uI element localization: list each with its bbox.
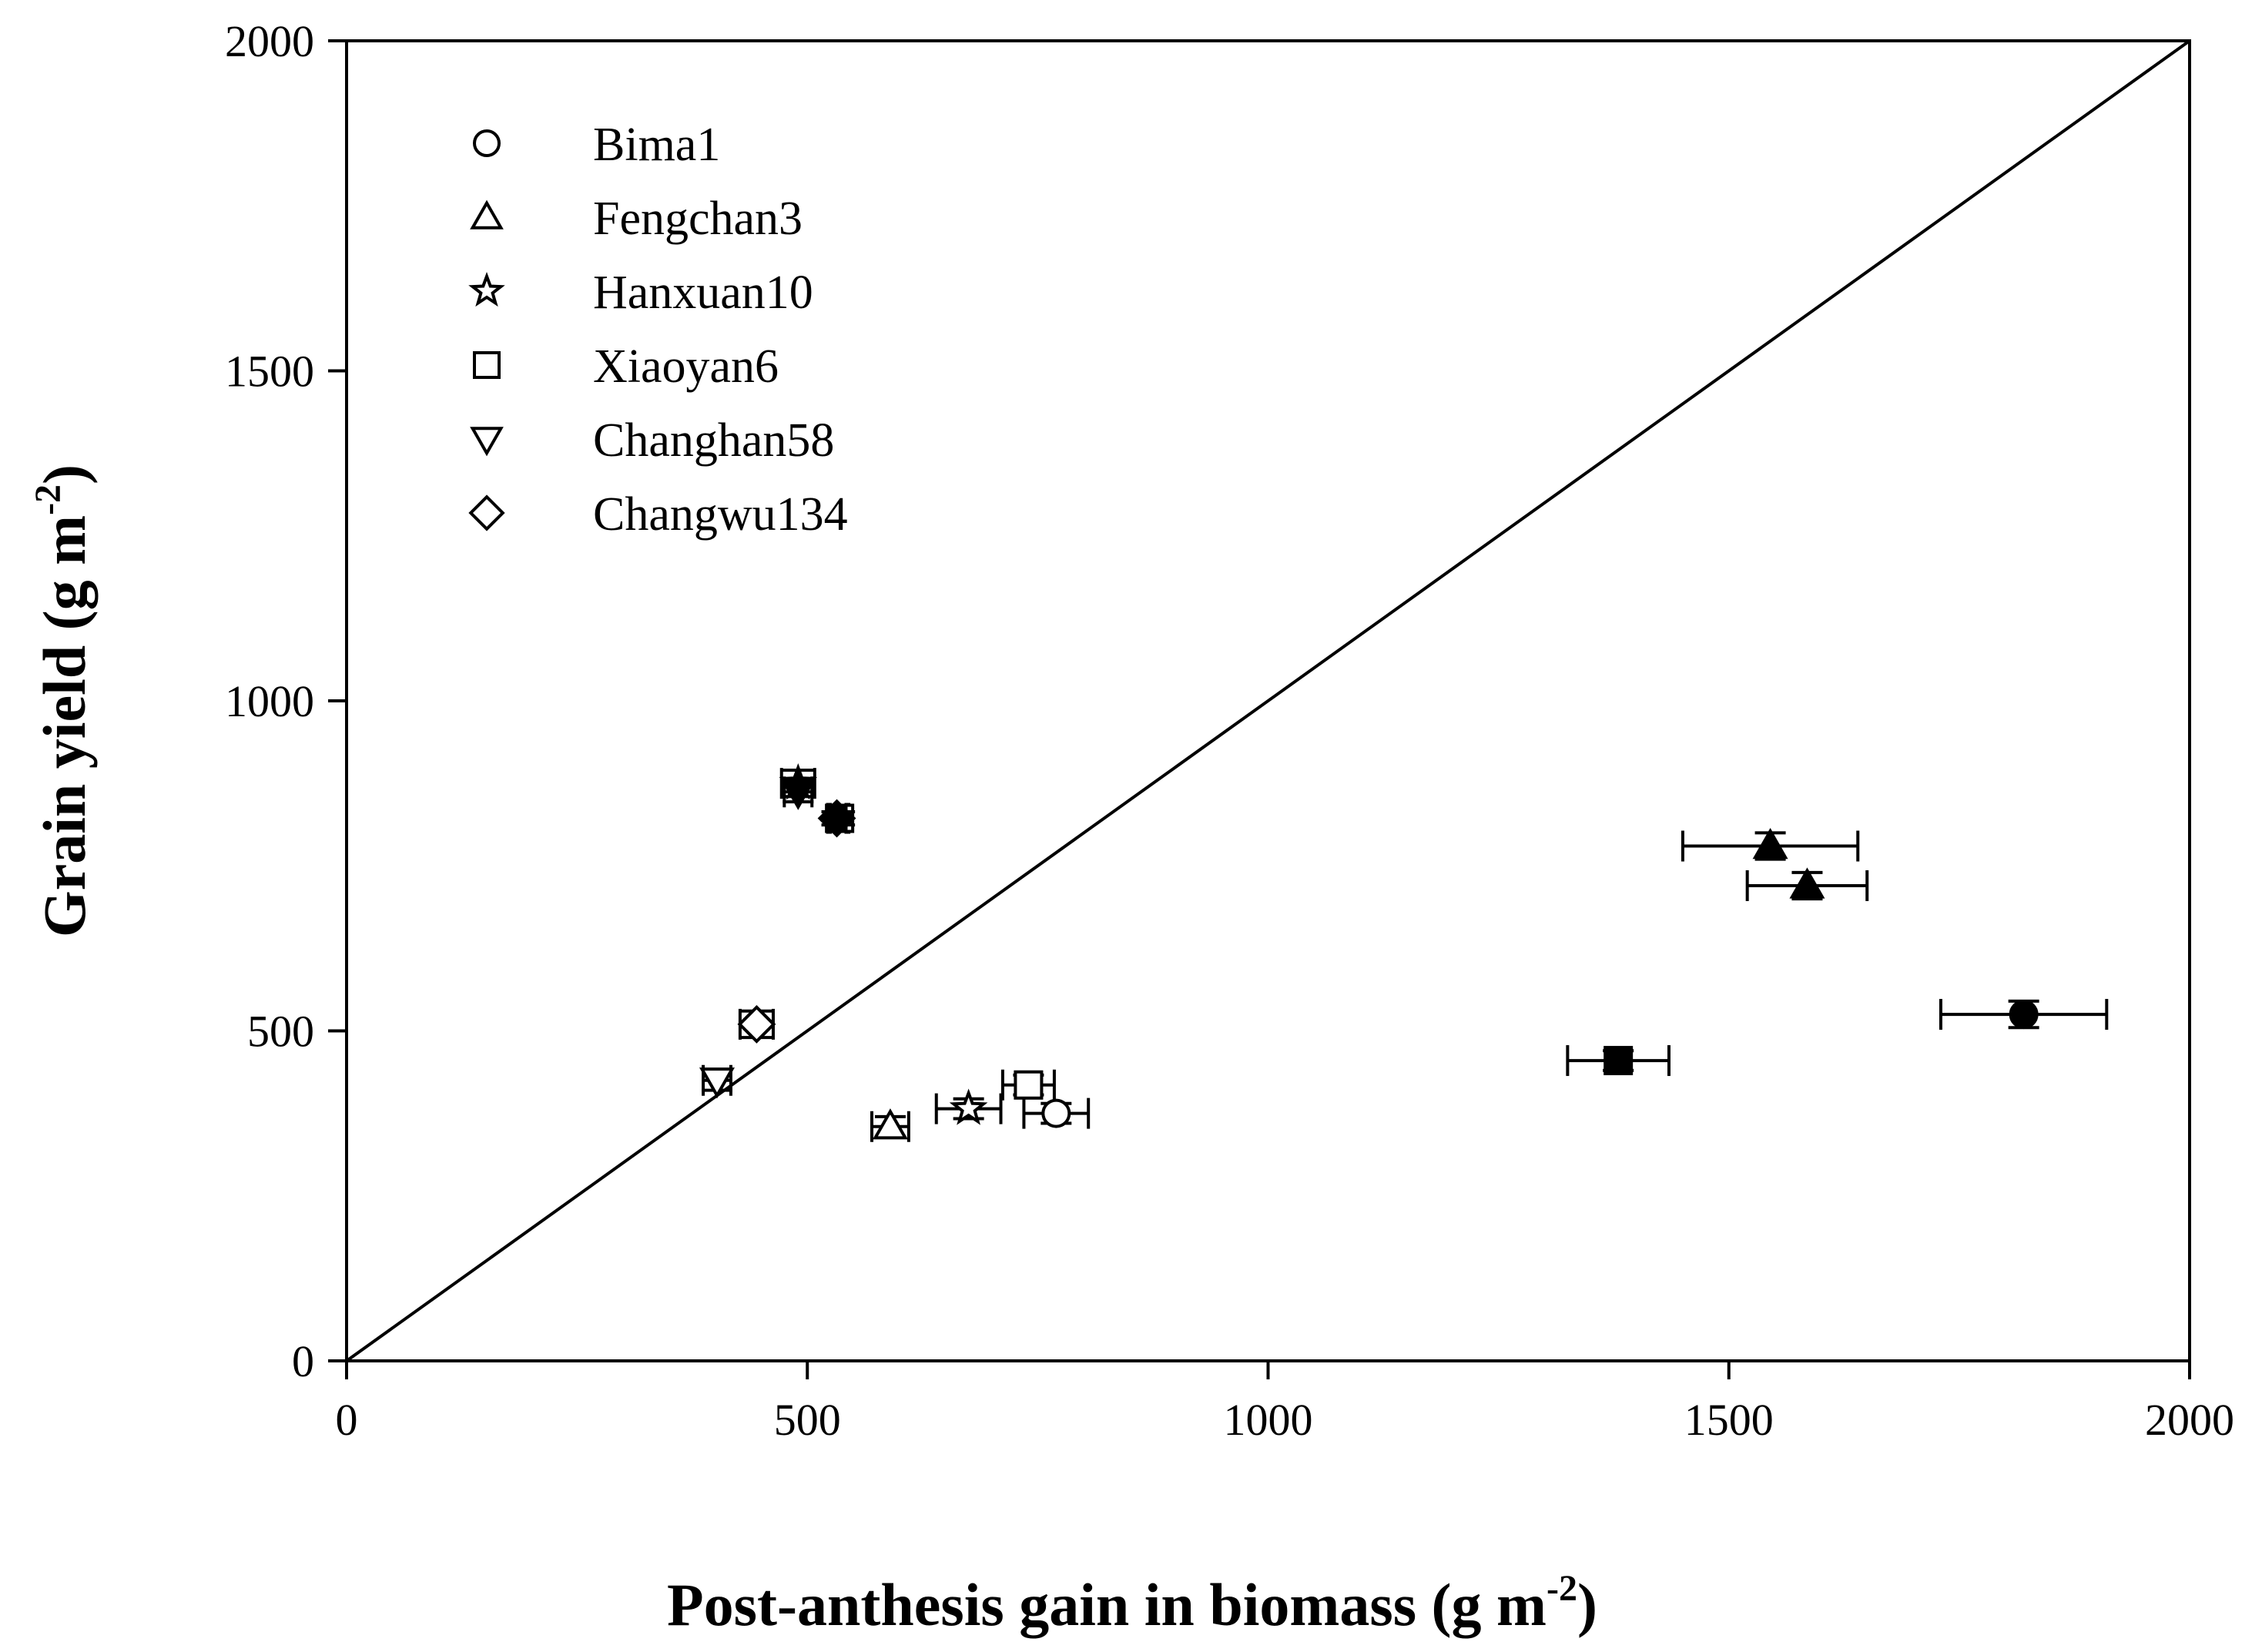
data-point xyxy=(780,776,816,810)
legend-label: Xiaoyan6 xyxy=(593,340,779,393)
data-point xyxy=(737,1005,776,1044)
data-point xyxy=(1681,827,1860,862)
data-points xyxy=(699,762,2109,1142)
triangle-up-marker xyxy=(1789,867,1825,899)
legend-label: Hanxuan10 xyxy=(593,266,813,319)
legend-item: Bima1 xyxy=(473,119,720,171)
legend-item: Changwu134 xyxy=(468,488,848,541)
circle-marker xyxy=(1041,1098,1071,1128)
y-tick-label: 500 xyxy=(247,1007,314,1057)
x-axis: 0 500 1000 1500 2000 xyxy=(336,1361,2234,1445)
diamond-marker xyxy=(817,799,856,838)
diamond-marker xyxy=(737,1005,776,1044)
legend-label: Changhan58 xyxy=(593,414,834,467)
data-point xyxy=(1745,867,1869,901)
legend-diamond-marker xyxy=(468,494,505,531)
data-point xyxy=(1566,1045,1671,1077)
circle-marker xyxy=(2009,1000,2039,1030)
legend-circle-marker xyxy=(473,129,501,157)
data-point xyxy=(699,1064,735,1099)
y-axis-title: Grain yield (g m-2) xyxy=(28,464,98,937)
square-marker xyxy=(1014,1070,1044,1100)
legend-triangle-up-marker xyxy=(470,199,504,230)
legend-square-marker xyxy=(473,351,501,379)
x-tick-label: 2000 xyxy=(2145,1395,2234,1445)
legend-item: Hanxuan10 xyxy=(468,266,813,319)
star-marker xyxy=(949,1088,988,1125)
data-point xyxy=(1939,999,2109,1030)
data-point xyxy=(1000,1069,1056,1101)
square-marker xyxy=(1604,1046,1634,1076)
series-xiaoyan6 xyxy=(824,803,1671,1101)
triangle-down-marker xyxy=(699,1067,735,1099)
reference-line xyxy=(345,39,2191,1362)
data-point xyxy=(817,799,856,838)
one-to-one-line xyxy=(345,39,2191,1362)
triangle-down-marker xyxy=(780,779,816,810)
legend-item: Fengchan3 xyxy=(470,193,803,245)
data-point xyxy=(934,1088,1003,1125)
y-tick-label: 2000 xyxy=(225,16,314,66)
series-hanxuan10 xyxy=(779,762,1003,1125)
x-tick-label: 1000 xyxy=(1224,1395,1313,1445)
y-tick-label: 1000 xyxy=(225,676,314,726)
data-point xyxy=(1022,1097,1091,1129)
series-changhan58 xyxy=(699,776,816,1099)
triangle-up-marker xyxy=(872,1108,908,1140)
legend-triangle-down-marker xyxy=(470,427,504,457)
legend-item: Changhan58 xyxy=(470,414,834,467)
series-bima1 xyxy=(1022,999,2109,1129)
legend-label: Bima1 xyxy=(593,119,720,171)
triangle-up-marker xyxy=(1752,827,1788,860)
legend-item: Xiaoyan6 xyxy=(473,340,779,393)
series-fengchan3 xyxy=(870,827,1869,1142)
x-tick-label: 0 xyxy=(336,1395,358,1445)
series-changwu134 xyxy=(737,799,856,1044)
legend: Bima1 Fengchan3 Hanxuan10 Xiaoyan6 Changhan5… xyxy=(468,119,848,541)
legend-star-marker xyxy=(468,272,505,307)
x-tick-label: 1500 xyxy=(1684,1395,1774,1445)
data-point xyxy=(870,1108,910,1142)
x-axis-title: Post-anthesis gain in biomass (g m-2) xyxy=(667,1568,1597,1638)
y-tick-label: 1500 xyxy=(225,347,314,397)
legend-label: Fengchan3 xyxy=(593,193,803,245)
y-axis: 0 500 1000 1500 2000 xyxy=(225,16,347,1386)
x-tick-label: 500 xyxy=(774,1395,841,1445)
legend-label: Changwu134 xyxy=(593,488,848,541)
y-tick-label: 0 xyxy=(292,1336,314,1386)
